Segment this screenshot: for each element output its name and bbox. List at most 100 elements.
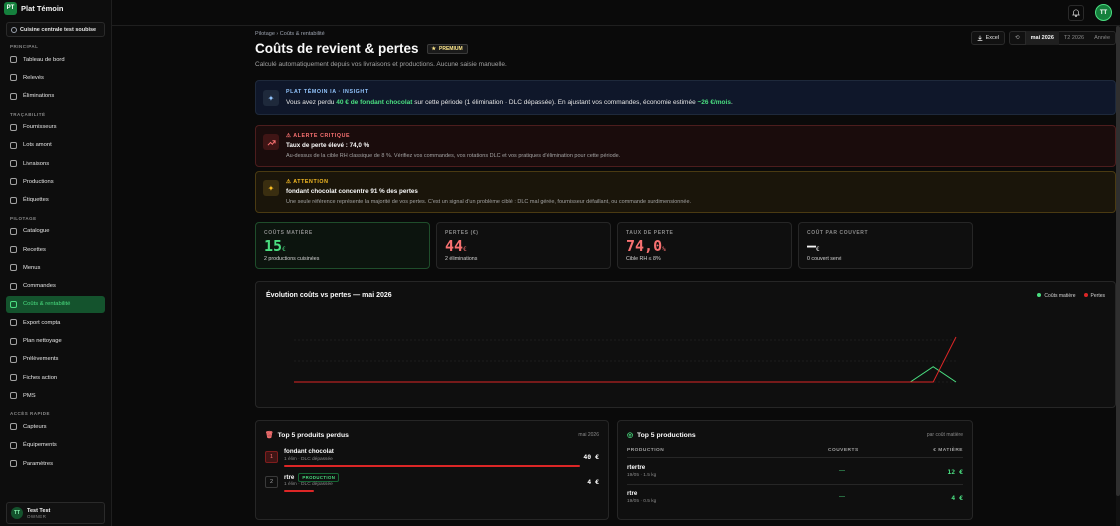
sidebar-item-label: Capteurs [23,423,47,430]
production-name[interactable]: rtre [627,490,638,497]
sidebar-item-label: Commandes [23,283,56,290]
sidebar-item-equipements[interactable]: Équipements [6,437,105,454]
warning-alert-tag: ⚠ ATTENTION [286,179,329,185]
sidebar-item-label: Productions [23,178,54,185]
sidebar-item-fournisseurs[interactable]: Fournisseurs [6,119,105,136]
sidebar-item-label: Prélèvements [23,356,59,363]
breadcrumb: Pilotage › Coûts & rentabilité [255,31,325,37]
menus-icon [10,264,17,272]
insight-text: Vous avez perdu 40 € de fondant chocolat… [286,99,733,106]
premium-badge: ★ PREMIUM [426,43,468,54]
scrollbar-thumb[interactable] [1116,26,1120,496]
insight-saving: ~26 €/mois [697,99,731,106]
sidebar-item-eliminations[interactable]: Éliminations [6,88,105,105]
etiquettes-icon [10,196,17,204]
fournisseurs-icon [10,123,17,131]
period-quarter[interactable]: T2 2026 [1063,35,1085,41]
kpi-cost-per-cover: COÛT PAR COUVERT —€ 0 couvert servi [798,222,973,269]
eliminations-icon [10,92,17,100]
site-selector[interactable]: Cuisine centrale test soubise [6,22,105,37]
commandes-icon [10,282,17,290]
loss-product-detail: 1 élim · DLC dépassée [284,457,333,462]
recettes-icon [10,246,17,254]
sidebar-item-productions[interactable]: Productions [6,173,105,190]
breadcrumb-parent[interactable]: Pilotage [255,31,275,37]
sidebar-item-parametres[interactable]: Paramètres [6,455,105,472]
sidebar-item-plan-nettoyage[interactable]: Plan nettoyage [6,333,105,350]
site-label: Cuisine centrale test soubise [20,26,97,33]
sidebar-item-couts-rentabilite[interactable]: Coûts & rentabilité [6,295,105,313]
sidebar-item-label: Menus [23,264,41,271]
top-productions-title-label: Top 5 productions [636,431,696,439]
period-year[interactable]: Année [1094,35,1110,41]
page-title: Coûts de revient & pertes [255,41,419,56]
rank-badge: 1 [265,451,278,463]
legend-label: Coûts matière [1044,293,1076,299]
chart-title: Évolution coûts vs pertes — mai 2026 [266,292,392,299]
kpi-note: 2 éliminations [445,256,478,262]
title-row: Coûts de revient & pertes ★ PREMIUM [255,41,468,56]
kpi-value: 15€ [264,237,286,255]
loss-product-label: rtre [284,474,295,482]
reset-period-icon[interactable]: ⟲ [1010,31,1026,45]
sidebar-item-menus[interactable]: Menus [6,259,105,276]
production-name[interactable]: rtertre [627,464,646,471]
tableau-de-bord-icon [10,56,17,63]
kpi-label: TAUX DE PERTE [626,230,674,236]
sidebar-item-lots-amont[interactable]: Lots amont [6,137,105,154]
sidebar-item-fiches-action[interactable]: Fiches action [6,369,105,386]
sidebar-item-label: Éliminations [23,93,55,100]
sidebar-item-tableau-de-bord[interactable]: Tableau de bord [6,51,105,68]
kpi-label: PERTES (€) [445,230,479,236]
loss-value: 40 € [583,453,599,461]
scrollbar[interactable] [1116,26,1120,526]
legend-label: Pertes [1090,293,1105,299]
nav-section-title: ACCÈS RAPIDE [10,411,51,417]
brand[interactable]: PT Plat Témoin [0,0,111,16]
bell-icon[interactable] [1068,5,1084,21]
couts-rentabilite-icon [10,300,17,308]
critical-alert-tag: ⚠ ALERTE CRITIQUE [286,133,351,139]
sidebar-item-capteurs[interactable]: Capteurs [6,418,105,435]
sidebar-item-commandes[interactable]: Commandes [6,278,105,295]
kpi-number: 74,0 [626,237,663,255]
sidebar-item-releves[interactable]: Relevés [6,69,105,86]
export-excel-button[interactable]: Excel [970,31,1006,45]
period-selector: ⟲ mai 2026 T2 2026 Année [1009,31,1116,45]
production-cost: 4 € [951,494,963,502]
loss-value: 4 € [587,478,599,486]
user-card[interactable]: TT Test Test OWNER [6,502,105,524]
user-name: Test Test [27,507,51,514]
trash-icon: 🗑 [265,432,274,439]
user-role: OWNER [27,513,47,519]
kpi-value: 74,0% [626,237,666,255]
sidebar-item-etiquettes[interactable]: Étiquettes [6,192,105,209]
sidebar-item-label: Recettes [23,246,46,253]
sidebar-item-livraisons[interactable]: Livraisons [6,155,105,172]
kpi-number: 44 [445,237,464,255]
insight-text-3: . [730,99,733,106]
legend-swatch [1083,293,1088,297]
trend-up-icon [263,134,279,150]
sidebar-item-recettes[interactable]: Recettes [6,241,105,258]
sidebar-item-catalogue[interactable]: Catalogue [6,223,105,240]
rank-badge: 2 [265,476,278,488]
loss-product-name[interactable]: rtre PRODUCTION [284,473,340,482]
prelevements-icon [10,355,17,363]
series-line-costs [294,366,957,383]
loss-share-bar [284,465,580,467]
insight-tag: PLAT TÉMOIN IA · INSIGHT [286,89,369,95]
critical-alert-title: Taux de perte élevé : 74,0 % [286,142,370,149]
sidebar-item-label: Coûts & rentabilité [23,301,71,308]
period-month[interactable]: mai 2026 [1025,31,1059,45]
top-productions-title: ◎ Top 5 productions [627,431,696,440]
warning-alert-card: ✦ ⚠ ATTENTION fondant chocolat concentre… [255,171,1116,213]
table-divider [627,457,963,458]
loss-product-name[interactable]: fondant chocolat [284,448,334,455]
avatar[interactable]: TT [1095,4,1112,21]
top-losses-title-label: Top 5 produits perdus [277,431,349,439]
sidebar-item-prelevements[interactable]: Prélèvements [6,351,105,368]
sidebar-item-export-compta[interactable]: Export compta [6,314,105,331]
sidebar-item-pms[interactable]: PMS [6,387,105,404]
top-losses-card: 🗑 Top 5 produits perdus mai 2026 1 fondan… [255,420,609,520]
